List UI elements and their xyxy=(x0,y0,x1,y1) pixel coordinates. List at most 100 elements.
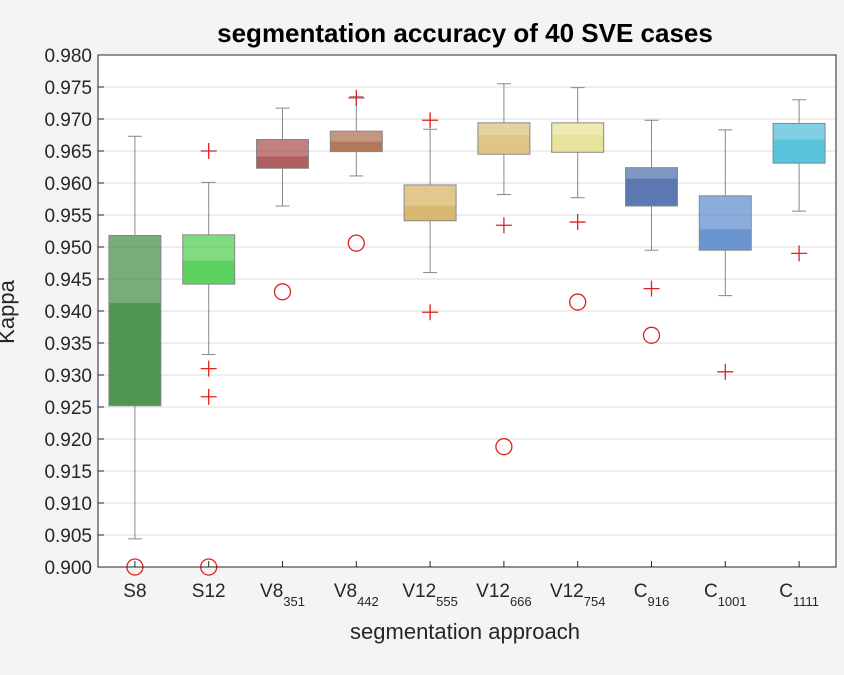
upper-box xyxy=(773,123,826,140)
outlier-plus xyxy=(422,304,439,321)
y-axis-label: Kappa xyxy=(0,279,19,343)
outlier-plus xyxy=(422,112,439,129)
box-0 xyxy=(108,135,162,576)
box-1 xyxy=(182,143,236,576)
lower-box xyxy=(330,141,383,152)
outlier-circle xyxy=(273,283,292,301)
x-tick-label-main: V8 xyxy=(334,581,357,602)
y-tick-label: 0.920 xyxy=(44,430,92,451)
outlier-plus xyxy=(200,143,217,159)
x-tick-label-main: V12 xyxy=(550,581,584,602)
outlier-plus xyxy=(791,245,808,262)
outlier-circle xyxy=(569,293,587,311)
box-outline xyxy=(477,122,531,155)
upper-box xyxy=(108,235,161,303)
lower-box xyxy=(699,229,752,251)
lower-box xyxy=(773,139,826,164)
y-tick-label: 0.975 xyxy=(44,78,92,99)
chart-title: segmentation accuracy of 40 SVE cases xyxy=(217,18,713,48)
box-outline xyxy=(698,195,752,251)
outlier-circle xyxy=(642,326,661,344)
x-tick-label-main: V12 xyxy=(402,581,436,602)
outlier-plus xyxy=(200,360,217,377)
x-tick-label-main: S12 xyxy=(192,581,226,602)
y-tick-label: 0.965 xyxy=(44,142,92,163)
x-tick-label-subscript: 754 xyxy=(584,594,606,609)
lower-box xyxy=(108,302,161,406)
x-tick-label-main: C xyxy=(634,581,648,602)
upper-box xyxy=(625,167,678,179)
x-tick-label-subscript: 666 xyxy=(510,594,532,609)
x-tick-label: S8 xyxy=(123,581,146,602)
x-tick-label-main: V8 xyxy=(260,581,283,602)
box-outline xyxy=(182,234,236,285)
y-tick-label: 0.935 xyxy=(44,334,92,355)
box-4 xyxy=(403,112,457,321)
y-tick-label: 0.945 xyxy=(44,270,92,291)
x-tick-label: V12666 xyxy=(476,581,532,609)
y-tick-label: 0.925 xyxy=(44,398,92,419)
upper-box xyxy=(330,131,383,142)
x-tick-label: S12 xyxy=(192,581,226,602)
box-3 xyxy=(329,89,383,252)
lower-box xyxy=(404,205,457,221)
y-tick-label: 0.960 xyxy=(44,174,92,195)
y-tick-labels: 0.900 0.905 0.910 0.915 0.920 0.925 0.930 0.935… xyxy=(44,46,104,579)
x-tick-label-main: V12 xyxy=(476,581,510,602)
y-tick-label: 0.970 xyxy=(44,110,92,131)
x-tick-label-subscript: 555 xyxy=(436,594,458,609)
x-tick-label: V8351 xyxy=(260,581,305,609)
box-8 xyxy=(698,129,752,380)
y-tick-label: 0.900 xyxy=(44,558,92,579)
box-5 xyxy=(477,83,531,456)
upper-box xyxy=(551,122,604,135)
lower-box xyxy=(551,135,604,153)
x-tick-label-subscript: 442 xyxy=(357,594,379,609)
y-tick-label: 0.915 xyxy=(44,462,92,483)
box-outline xyxy=(625,167,678,207)
x-axis-label: segmentation approach xyxy=(350,619,580,644)
outlier-plus xyxy=(717,363,734,380)
outlier-plus xyxy=(569,214,586,231)
upper-box xyxy=(699,195,752,230)
x-tick-label: C916 xyxy=(634,581,669,609)
x-tick-label-subscript: 1111 xyxy=(793,594,819,609)
upper-box xyxy=(404,184,457,206)
box-7 xyxy=(625,119,678,344)
x-tick-label: V8442 xyxy=(334,581,379,609)
y-tick-label: 0.955 xyxy=(44,206,92,227)
box-outline xyxy=(772,122,826,164)
y-tick-label: 0.950 xyxy=(44,238,92,259)
upper-box xyxy=(182,234,235,261)
box-outline xyxy=(108,234,162,407)
y-tick-label: 0.940 xyxy=(44,302,92,323)
box-outline xyxy=(403,184,457,222)
lower-box xyxy=(182,260,235,285)
box-2 xyxy=(256,107,309,301)
lower-box xyxy=(256,156,309,169)
outlier-plus xyxy=(348,89,365,106)
x-tick-label-main: C xyxy=(704,581,718,602)
outlier-plus xyxy=(643,280,660,297)
y-tick-label: 0.910 xyxy=(44,494,92,515)
outlier-plus xyxy=(495,217,512,234)
upper-box xyxy=(256,139,309,157)
x-tick-label-subscript: 351 xyxy=(283,594,305,609)
outlier-plus xyxy=(200,388,217,405)
y-tick-label: 0.930 xyxy=(44,366,92,387)
box-outline xyxy=(329,130,383,153)
x-tick-labels: S8 S12 V8351 V8442 V12555 V12666 V12754 C916 C10… xyxy=(123,561,819,609)
x-tick-label: C1111 xyxy=(779,581,819,609)
x-tick-label-main: C xyxy=(779,581,793,602)
box-9 xyxy=(772,99,826,262)
y-tick-label: 0.980 xyxy=(44,46,92,67)
x-tick-label: V12754 xyxy=(550,581,606,609)
lower-box xyxy=(625,178,678,207)
box-outline xyxy=(256,138,309,169)
box-outline xyxy=(551,122,605,153)
y-tick-label: 0.905 xyxy=(44,526,92,547)
upper-box xyxy=(477,122,530,135)
x-tick-label-subscript: 1001 xyxy=(718,594,747,609)
x-tick-label-main: S8 xyxy=(123,581,146,602)
